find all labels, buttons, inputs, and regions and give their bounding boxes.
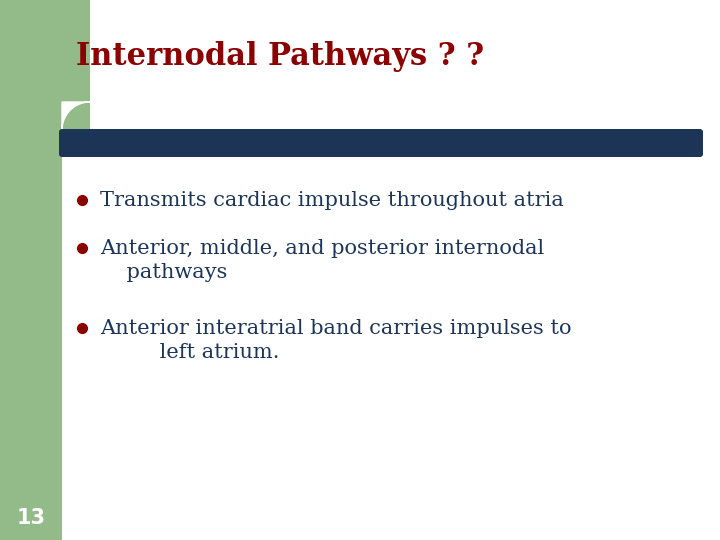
FancyBboxPatch shape xyxy=(90,0,720,130)
Bar xyxy=(62,130,720,540)
Text: Transmits cardiac impulse throughout atria: Transmits cardiac impulse throughout atr… xyxy=(100,191,564,210)
Bar xyxy=(0,0,62,540)
Text: Internodal Pathways ? ?: Internodal Pathways ? ? xyxy=(76,42,484,72)
Text: Anterior interatrial band carries impulses to: Anterior interatrial band carries impuls… xyxy=(100,319,572,338)
FancyBboxPatch shape xyxy=(59,129,703,157)
Text: left atrium.: left atrium. xyxy=(100,342,279,361)
Text: 13: 13 xyxy=(17,508,45,528)
Text: pathways: pathways xyxy=(100,262,228,281)
Bar xyxy=(62,0,272,130)
Polygon shape xyxy=(62,102,90,130)
Text: Anterior, middle, and posterior internodal: Anterior, middle, and posterior internod… xyxy=(100,239,544,258)
